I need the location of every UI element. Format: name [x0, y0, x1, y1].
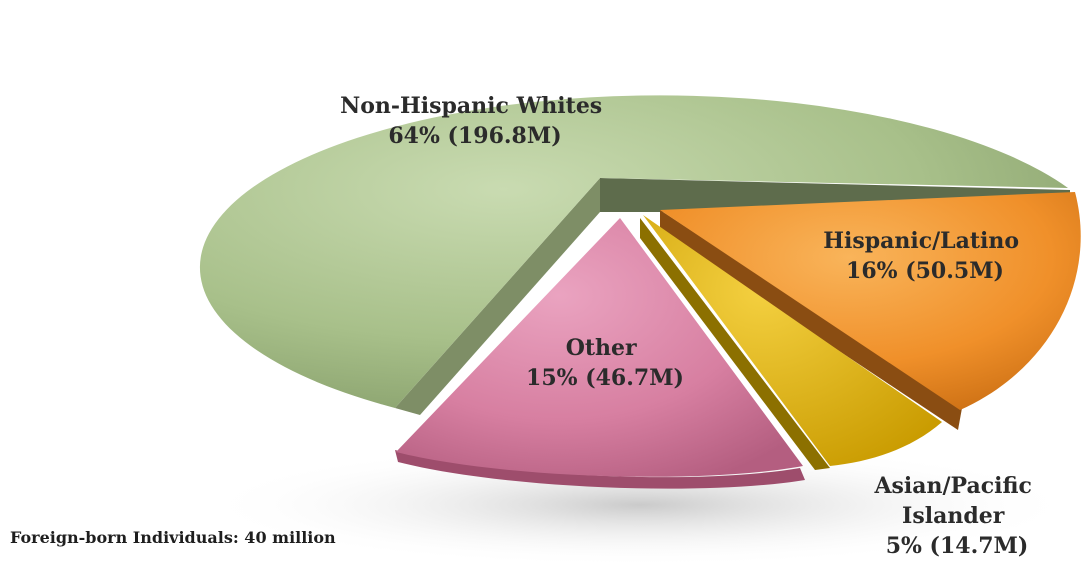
- label-asian-line1: Asian/Pacific: [873, 473, 1031, 499]
- slice-side-asian-pacific: [640, 218, 830, 470]
- slice-side-hispanic-latino: [660, 210, 962, 430]
- label-other: Other 15% (46.7M): [526, 335, 684, 391]
- slice-asian-pacific-islander: [643, 215, 942, 466]
- slice-other: [396, 218, 803, 477]
- label-hispanic-latino: Hispanic/Latino 16% (50.5M): [823, 228, 1027, 284]
- footnote: Foreign-born Individuals: 40 million: [10, 528, 336, 547]
- slice-side-non-hispanic-whites-inner: [395, 178, 600, 415]
- slice-hispanic-latino: [660, 192, 1081, 410]
- slice-side-other: [395, 450, 805, 489]
- label-asian-line2: Islander: [902, 503, 1005, 529]
- label-non-hispanic-whites: Non-Hispanic Whites 64% (196.8M): [340, 93, 610, 149]
- chart-shadow: [200, 443, 1080, 567]
- label-asian-pacific-islander: Asian/Pacific Islander 5% (14.7M): [873, 473, 1039, 559]
- slice-non-hispanic-whites: [199, 95, 1068, 409]
